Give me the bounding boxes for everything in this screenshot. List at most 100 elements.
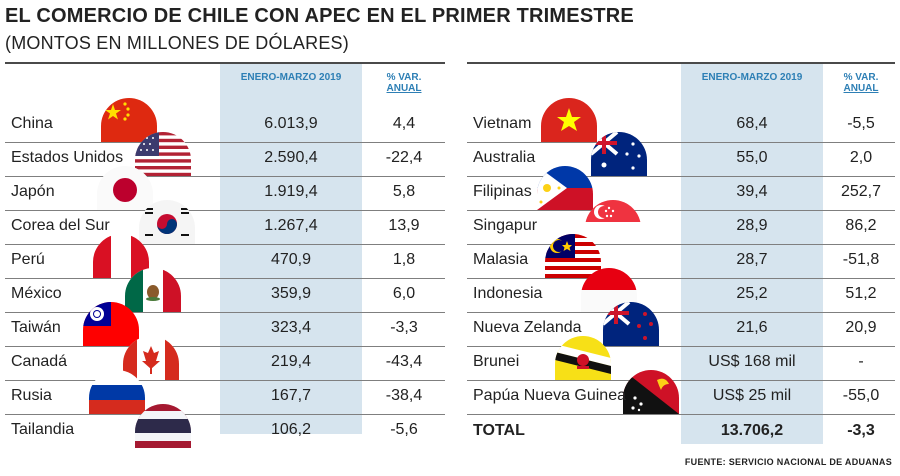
value-cell: 106,2 [270,421,312,438]
table-top-rule [467,62,895,64]
vietnam-flag-icon [541,98,597,142]
pct-column-header: % VAR. ANUAL [367,72,441,94]
papua-new-guinea-flag-icon [623,370,679,414]
page-title: EL COMERCIO DE CHILE CON APEC EN EL PRIM… [5,5,634,27]
table-row: Papúa Nueva Guinea US$ 25 mil -55,0 [467,370,895,415]
pct-cell: -38,4 [385,387,423,404]
total-pct: -3,3 [847,422,875,439]
pct-cell: 51,2 [845,285,877,302]
value-cell: 55,0 [736,149,768,166]
pct-cell: 6,0 [392,285,416,302]
value-cell: 323,4 [270,319,312,336]
table-row: Rusia 167,7 -38,4 [5,370,445,415]
table-row: Malasia 28,7 -51,8 [467,234,895,279]
south-korea-flag-icon [139,200,195,244]
country-name: Singapur [473,217,538,234]
country-name: Taiwán [11,319,61,336]
table-row: Filipinas 39,4 252,7 [467,166,895,211]
country-name: Perú [11,251,45,268]
value-cell: 219,4 [270,353,312,370]
value-cell: US$ 25 mil [712,387,792,404]
country-name: Estados Unidos [11,149,124,166]
table-row: Canadá 219,4 -43,4 [5,336,445,381]
country-name: Brunei [473,353,520,370]
value-column-header: ENERO-MARZO 2019 [701,72,803,83]
pct-cell: 2,0 [849,149,873,166]
left-table: ENERO-MARZO 2019 % VAR. ANUAL China 6.01… [5,62,445,448]
value-cell: 2.590,4 [264,149,318,166]
pct-cell: -3,3 [390,319,418,336]
pct-cell: -5,5 [847,115,875,132]
singapore-flag-icon [585,200,641,244]
table-row: Australia 55,0 2,0 [467,132,895,177]
value-cell: 359,9 [270,285,312,302]
country-name: Malasia [473,251,529,268]
value-column-header: ENERO-MARZO 2019 [240,72,342,83]
pct-cell: 4,4 [392,115,416,132]
value-cell: 470,9 [270,251,312,268]
pct-cell: -5,6 [390,421,418,438]
country-name: Tailandia [11,421,75,438]
value-cell: 28,7 [736,251,768,268]
value-cell: 21,6 [736,319,768,336]
page-subtitle: (MONTOS EN MILLONES DE DÓLARES) [5,33,349,53]
country-name: Japón [11,183,55,200]
country-name: Nueva Zelanda [473,319,582,336]
table-row: China 6.013,9 4,4 [5,98,445,143]
pct-cell: 86,2 [845,217,877,234]
new-zealand-flag-icon [603,302,659,346]
table-row: Taiwán 323,4 -3,3 [5,302,445,347]
value-cell: 25,2 [736,285,768,302]
value-cell: 28,9 [736,217,768,234]
malaysia-flag-icon [545,234,601,278]
pct-cell: 252,7 [840,183,882,200]
country-name: Indonesia [473,285,543,302]
table-row: Nueva Zelanda 21,6 20,9 [467,302,895,347]
table-row: México 359,9 6,0 [5,268,445,313]
country-name: China [11,115,53,132]
country-name: Rusia [11,387,52,404]
pct-header-line1: % VAR. [843,72,879,83]
value-cell: US$ 168 mil [708,353,796,370]
pct-cell: -55,0 [842,387,880,404]
total-label: TOTAL [473,422,525,439]
pct-cell: -43,4 [385,353,423,370]
thailand-flag-icon [135,404,191,448]
country-name: México [11,285,62,302]
country-name: Filipinas [473,183,532,200]
table-row: Brunei US$ 168 mil - [467,336,895,381]
japan-flag-icon [97,166,153,210]
value-cell: 167,7 [270,387,312,404]
pct-cell: - [858,353,864,370]
pct-cell: 20,9 [845,319,877,336]
table-row: Corea del Sur 1.267,4 13,9 [5,200,445,245]
pct-header-line2: ANUAL [386,83,422,94]
country-name: Canadá [11,353,68,370]
pct-cell: 1,8 [392,251,416,268]
china-flag-icon [101,98,157,142]
value-cell: 6.013,9 [264,115,318,132]
table-row: Vietnam 68,4 -5,5 [467,98,895,143]
pct-header-line2: ANUAL [843,83,879,94]
table-row: Estados Unidos 2.590,4 -22,4 [5,132,445,177]
table-row: Tailandia 106,2 -5,6 [5,404,445,448]
taiwan-flag-icon [83,302,139,346]
table-top-rule [5,62,445,64]
table-row: Perú 470,9 1,8 [5,234,445,279]
value-cell: 1.919,4 [264,183,318,200]
pct-cell: -51,8 [842,251,880,268]
table-row: Indonesia 25,2 51,2 [467,268,895,313]
pct-cell: 5,8 [392,183,416,200]
country-name: Vietnam [473,115,532,132]
value-column-highlight [220,64,362,434]
table-row: Singapur 28,9 86,2 [467,200,895,245]
value-cell: 1.267,4 [264,217,318,234]
brunei-flag-icon [555,336,611,380]
table-row: Japón 1.919,4 5,8 [5,166,445,211]
country-name: Corea del Sur [11,217,110,234]
pct-cell: -22,4 [385,149,423,166]
pct-header-line1: % VAR. [386,72,422,83]
pct-cell: 13,9 [388,217,420,234]
total-value: 13.706,2 [720,422,784,439]
right-table: ENERO-MARZO 2019 % VAR. ANUAL Vietnam 68… [467,62,895,444]
